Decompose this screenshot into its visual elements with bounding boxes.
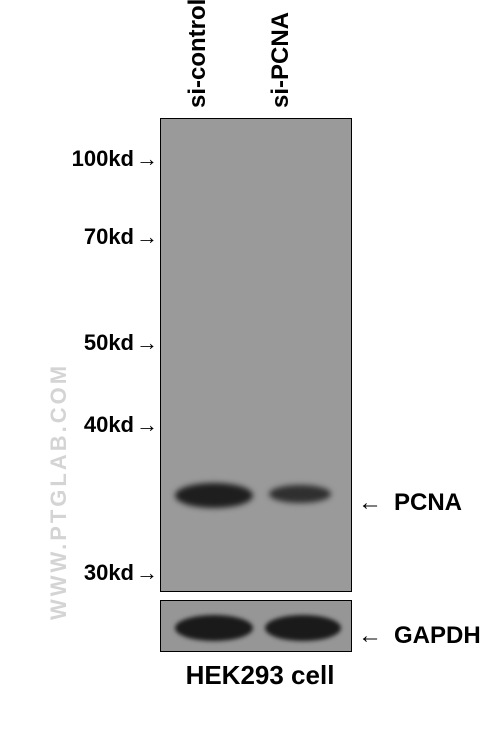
- mw-arrow-icon: →: [136, 146, 158, 172]
- mw-label: 50kd: [84, 330, 134, 356]
- mw-label: 100kd: [72, 146, 134, 172]
- protein-label-gapdh: GAPDH: [394, 622, 481, 650]
- main-blot-panel: [160, 118, 352, 592]
- protein-arrow-icon: ←: [358, 489, 382, 517]
- cell-line-label: HEK293 cell: [150, 660, 370, 691]
- protein-label-pcna: PCNA: [394, 489, 462, 517]
- mw-arrow-icon: →: [136, 412, 158, 438]
- blot-band: [265, 615, 341, 641]
- mw-label: 70kd: [84, 224, 134, 250]
- mw-label: 30kd: [84, 560, 134, 586]
- lane-label-pcna: si-PCNA: [267, 12, 295, 108]
- protein-arrow-icon: ←: [358, 622, 382, 650]
- gapdh-blot-panel: [160, 600, 352, 652]
- mw-arrow-icon: →: [136, 330, 158, 356]
- mw-label: 40kd: [84, 412, 134, 438]
- western-blot-figure: si-control si-PCNA 100kd→70kd→50kd→40kd→…: [0, 0, 500, 730]
- blot-band: [175, 615, 253, 641]
- mw-arrow-icon: →: [136, 224, 158, 250]
- blot-band: [175, 483, 253, 508]
- lane-label-control: si-control: [184, 0, 212, 108]
- mw-arrow-icon: →: [136, 560, 158, 586]
- blot-band: [269, 485, 331, 503]
- watermark-text: WWW.PTGLAB.COM: [46, 363, 72, 620]
